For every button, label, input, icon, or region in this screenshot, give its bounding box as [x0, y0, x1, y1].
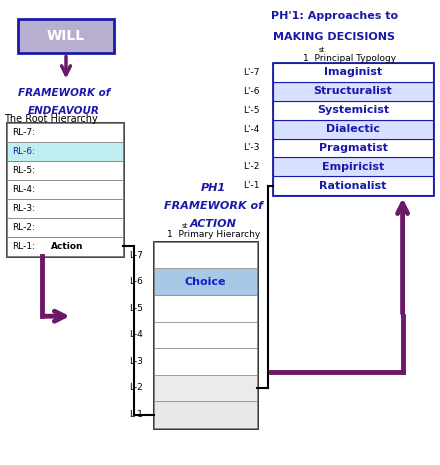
Text: L-5: L-5 [129, 304, 143, 313]
Text: RL-5:: RL-5: [12, 166, 35, 175]
Bar [7, 180, 123, 199]
Text: RL-3:: RL-3: [12, 204, 35, 213]
Text: L'-5: L'-5 [243, 106, 260, 114]
Text: ACTION: ACTION [190, 219, 237, 229]
Text: PH'1: Approaches to: PH'1: Approaches to [271, 11, 398, 21]
Bar [154, 242, 257, 428]
Text: RL-1:: RL-1: [12, 242, 35, 251]
Text: Choice: Choice [185, 277, 227, 286]
Text: st: st [181, 224, 187, 229]
Bar [273, 63, 433, 195]
Bar [7, 237, 123, 256]
Text: ENDEAVOUR: ENDEAVOUR [28, 106, 100, 116]
Bar [273, 63, 433, 82]
Text: Pragmatist: Pragmatist [319, 143, 388, 153]
Text: RL-4:: RL-4: [12, 185, 35, 194]
Text: L'-1: L'-1 [243, 181, 260, 190]
Bar [273, 82, 433, 100]
Text: RL-2:: RL-2: [12, 223, 35, 232]
Text: Action: Action [51, 242, 83, 251]
Bar [273, 176, 433, 195]
Text: 1  Primary Hierarchy: 1 Primary Hierarchy [167, 230, 260, 239]
Text: L-6: L-6 [129, 277, 143, 286]
Bar [7, 218, 123, 237]
Bar [7, 123, 123, 256]
Bar [273, 139, 433, 158]
Text: Empiricist: Empiricist [322, 162, 384, 172]
Text: L-4: L-4 [129, 330, 143, 339]
Text: 1  Principal Typology: 1 Principal Typology [303, 53, 396, 63]
Bar [273, 100, 433, 120]
Bar [7, 142, 123, 161]
Text: L-7: L-7 [129, 251, 143, 259]
Text: RL-6:: RL-6: [12, 147, 35, 156]
Text: WILL: WILL [47, 29, 85, 43]
Text: L-2: L-2 [129, 384, 143, 392]
Text: L'-6: L'-6 [243, 86, 260, 96]
Text: L'-4: L'-4 [243, 125, 260, 133]
Bar [7, 199, 123, 218]
Text: st: st [319, 47, 325, 53]
Text: Rationalist: Rationalist [319, 181, 387, 191]
Text: The Root Hierarchy: The Root Hierarchy [4, 113, 98, 124]
Text: L'-7: L'-7 [243, 68, 260, 77]
Text: L-3: L-3 [129, 357, 143, 366]
Bar [273, 158, 433, 176]
Bar [154, 375, 257, 401]
Text: L'-3: L'-3 [243, 144, 260, 153]
Text: FRAMEWORK of: FRAMEWORK of [18, 88, 110, 98]
Text: MAKING DECISIONS: MAKING DECISIONS [273, 32, 396, 42]
Bar [273, 120, 433, 139]
Bar [154, 348, 257, 375]
Text: PH1: PH1 [201, 183, 226, 193]
Text: L'-2: L'-2 [243, 162, 260, 172]
Bar [154, 295, 257, 321]
Text: Imaginist: Imaginist [324, 67, 382, 77]
Bar [154, 242, 257, 268]
Bar [18, 19, 114, 53]
Text: Structuralist: Structuralist [314, 86, 392, 96]
Text: L-1: L-1 [129, 410, 143, 419]
Text: RL-7:: RL-7: [12, 128, 35, 137]
Bar [154, 321, 257, 348]
Text: FRAMEWORK of: FRAMEWORK of [164, 201, 263, 211]
Bar [7, 161, 123, 180]
Text: Dialectic: Dialectic [326, 124, 380, 134]
Text: Systemicist: Systemicist [317, 105, 389, 115]
Bar [154, 268, 257, 295]
Bar [154, 401, 257, 428]
Bar [7, 123, 123, 142]
